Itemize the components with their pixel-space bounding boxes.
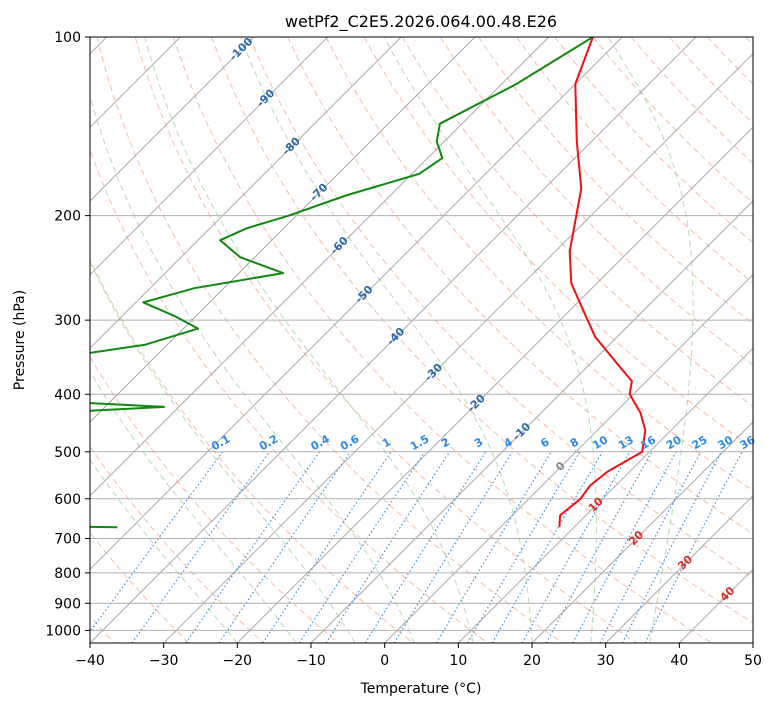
dry-adiabat — [90, 148, 488, 643]
moist-adiabat — [240, 37, 533, 643]
moist-adiabat — [383, 37, 597, 643]
moist-adiabat — [90, 370, 297, 643]
x-tick-label: −20 — [223, 653, 253, 669]
x-axis-title: Temperature (°C) — [360, 681, 482, 697]
mixing-ratio-line — [435, 451, 552, 643]
x-tick-label: −40 — [75, 653, 105, 669]
isotherm-line — [457, 347, 753, 643]
isotherm-line — [236, 126, 753, 643]
dewpoint-profile — [90, 37, 594, 529]
mixing-ratio-line — [185, 451, 321, 643]
x-tick-label: −10 — [296, 653, 326, 669]
y-tick-label: 400 — [54, 387, 81, 403]
moist-adiabat — [607, 37, 694, 643]
dry-adiabat — [478, 37, 753, 325]
dry-adiabat — [134, 37, 638, 643]
chart-title: wetPf2_C2E5.2026.064.00.48.E26 — [285, 12, 557, 32]
background-lines — [90, 37, 753, 643]
y-tick-label: 700 — [54, 532, 81, 548]
isotherm-line — [90, 37, 697, 643]
x-tick-label: 40 — [670, 653, 688, 669]
isotherm-line — [90, 37, 402, 350]
temperature-profile — [558, 37, 647, 528]
x-tick-label: −30 — [149, 653, 179, 669]
mixing-ratio-line — [644, 451, 743, 643]
mixing-ratio-line — [131, 451, 271, 643]
y-tick-label: 500 — [54, 445, 81, 461]
dry-adiabat — [90, 445, 264, 643]
y-tick-label: 200 — [54, 209, 81, 225]
isotherm-line — [605, 494, 753, 643]
isotherm-line — [310, 200, 753, 643]
plot-area — [90, 37, 753, 643]
moist-adiabat — [144, 37, 474, 643]
dry-adiabat — [249, 37, 753, 579]
profiles — [90, 37, 647, 529]
mixing-ratio-line — [466, 451, 581, 643]
y-axis-title: Pressure (hPa) — [12, 290, 28, 390]
dry-adiabat — [439, 37, 753, 366]
moist-adiabat — [90, 260, 356, 643]
isotherm-line — [90, 37, 550, 497]
y-axis: 100 200 300 400 500 600 700 800 900 1000 — [45, 30, 90, 639]
dry-adiabat — [211, 37, 753, 624]
isotherm-line — [531, 421, 753, 643]
mixing-ratio-line — [364, 451, 487, 643]
isotherm-line — [384, 273, 753, 643]
y-tick-label: 600 — [54, 492, 81, 508]
mixing-ratio-line — [491, 451, 604, 643]
y-tick-label: 900 — [54, 596, 81, 612]
dry-adiabat — [90, 355, 339, 643]
y-tick-label: 1000 — [45, 623, 81, 639]
x-tick-label: 50 — [744, 653, 762, 669]
dry-adiabat — [325, 37, 753, 492]
dry-adiabat — [96, 37, 563, 643]
y-tick-label: 800 — [54, 566, 81, 582]
moist-adiabat — [90, 458, 238, 643]
x-tick-label: 20 — [523, 653, 541, 669]
mixing-ratio-line — [262, 451, 392, 643]
y-tick-label: 300 — [54, 313, 81, 329]
isotherm-line — [90, 37, 329, 276]
mixing-ratio-line — [599, 451, 702, 643]
mixing-ratio-line — [90, 451, 224, 633]
x-tick-label: 30 — [597, 653, 615, 669]
x-axis: −40 −30 −20 −10 0 10 20 30 40 50 — [75, 643, 762, 669]
isotherm-line — [752, 642, 753, 643]
x-tick-label: 0 — [380, 653, 389, 669]
x-tick-label: 10 — [449, 653, 467, 669]
isotherm-line — [90, 37, 255, 202]
mixing-ratio-line — [218, 451, 351, 643]
isotherm-line — [90, 37, 476, 423]
isotherm-line — [90, 37, 623, 571]
mixing-ratio-line — [621, 451, 722, 643]
y-tick-label: 100 — [54, 30, 81, 46]
isotherm-line — [163, 52, 753, 643]
plot-frame — [89, 36, 754, 644]
